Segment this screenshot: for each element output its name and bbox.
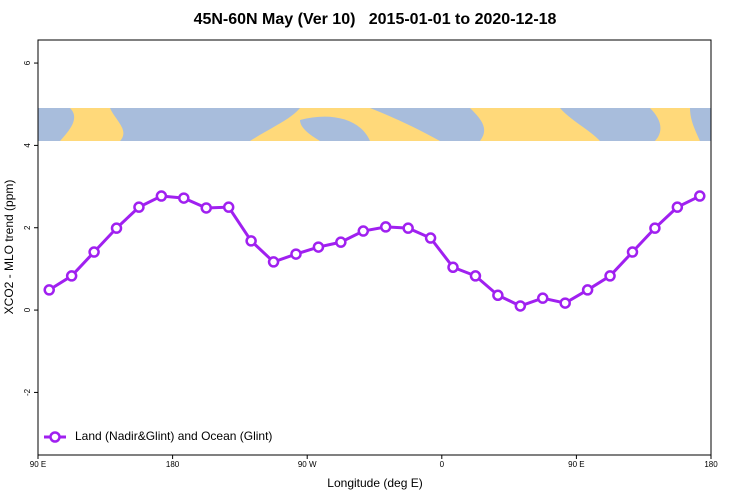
chart-title: 45N-60N May (Ver 10) 2015-01-01 to 2020-…: [194, 11, 557, 28]
point: [581, 284, 594, 296]
x-tick-label: 180: [166, 460, 180, 469]
x-axis-label: Longitude (deg E): [327, 476, 422, 490]
point: [537, 292, 549, 304]
y-tick-label: 6: [23, 60, 32, 65]
point: [379, 221, 392, 233]
point: [200, 202, 212, 214]
point: [649, 222, 661, 234]
point: [626, 246, 639, 258]
plot-frame: [37, 39, 712, 456]
point: [447, 261, 459, 274]
point: [267, 256, 280, 268]
point: [469, 270, 482, 282]
x-tick-label: 90 E: [30, 460, 46, 469]
x-tick-label: 180: [704, 460, 718, 469]
x-tick-label: 0: [440, 460, 445, 469]
point: [65, 270, 78, 282]
point: [245, 235, 257, 247]
point: [290, 248, 302, 260]
point: [424, 232, 437, 244]
point: [357, 225, 370, 237]
point: [155, 190, 168, 202]
x-tick-label: 90 E: [568, 460, 584, 469]
point: [559, 297, 571, 309]
point: [222, 201, 235, 213]
point: [312, 241, 325, 253]
y-tick-label: 0: [23, 307, 32, 312]
legend-label: Land (Nadir&Glint) and Ocean (Glint): [75, 429, 272, 443]
point: [671, 201, 684, 213]
point: [514, 300, 527, 312]
point: [335, 236, 347, 248]
point: [178, 192, 190, 204]
y-tick-label: 2: [23, 225, 32, 230]
y-tick-label: -2: [23, 388, 32, 396]
point: [133, 201, 145, 213]
point: [43, 284, 55, 296]
point: [604, 270, 616, 282]
x-tick-label: 90 W: [298, 460, 317, 469]
point: [694, 190, 706, 202]
y-axis-label: XCO2 - MLO trend (ppm): [2, 180, 16, 315]
y-tick-label: 4: [23, 143, 32, 148]
map-strip: [38, 108, 711, 141]
legend-marker: [49, 431, 61, 443]
point: [492, 289, 504, 302]
point: [402, 222, 414, 234]
point: [110, 222, 123, 234]
point: [88, 246, 100, 258]
series-line: [48, 194, 701, 308]
